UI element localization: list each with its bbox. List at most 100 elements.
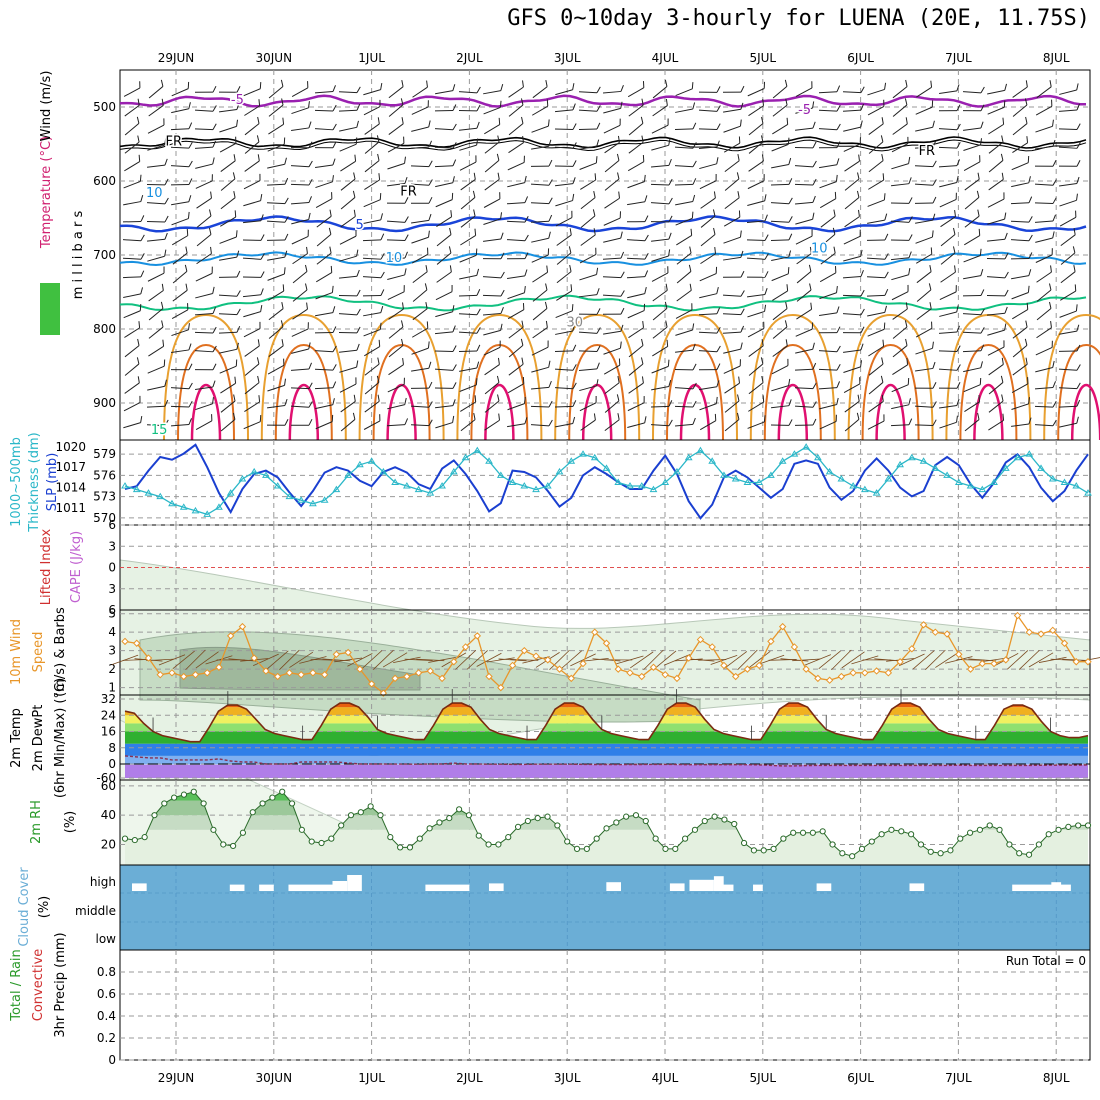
wind-barb-flag <box>233 394 236 402</box>
wind-barb-shaft <box>844 197 860 210</box>
wind-barb-flag <box>212 307 216 314</box>
wind-barb-shaft <box>387 142 405 153</box>
wind-barb-flag <box>476 327 481 334</box>
wind-barb-flag <box>428 140 433 148</box>
wind-barb-flag <box>596 267 599 275</box>
wind-barb-shaft <box>699 386 717 391</box>
wind-barb <box>387 156 406 170</box>
wind-barb-flag <box>139 304 142 311</box>
wind-barb-flag <box>403 136 405 144</box>
wind-barb <box>795 121 816 131</box>
wind-barb-10m <box>710 654 738 665</box>
rh-point <box>780 835 787 842</box>
wind-barb-shaft <box>770 202 790 205</box>
wind-barb <box>147 266 165 282</box>
wind-barb-flag <box>1002 413 1005 421</box>
wind-barb-flag <box>620 251 625 259</box>
wind-barb-flag <box>188 102 191 109</box>
wind-barb-flag <box>860 120 863 128</box>
wind-barb <box>580 173 597 190</box>
wind-barb <box>867 213 888 224</box>
contour-25 <box>274 343 333 441</box>
wind-barb <box>939 192 957 208</box>
wind-barb-flag <box>353 172 356 180</box>
wind-barb <box>434 345 457 352</box>
wind-barb <box>386 418 409 427</box>
wind-speed-point <box>226 632 235 640</box>
wind-barb-shaft <box>938 146 958 149</box>
wind-barb <box>842 103 865 112</box>
wind-barb-10m <box>1028 652 1054 668</box>
wind-barb-flag <box>1001 135 1004 143</box>
wind-barb-shaft <box>218 294 238 297</box>
wind-barb-shaft <box>842 294 862 297</box>
contour-20 <box>456 313 543 441</box>
wind-barb <box>988 172 1004 191</box>
rh-point <box>957 835 964 842</box>
wind-barb <box>651 138 671 151</box>
wind-barb <box>676 228 693 246</box>
wind-barb-flag <box>355 137 358 145</box>
wind-barb-shaft <box>459 254 477 263</box>
wind-barb-flag <box>692 160 697 167</box>
wind-barb <box>650 158 672 168</box>
wind-barb-shaft <box>963 144 981 151</box>
wind-barb-10m-shaft <box>580 657 609 662</box>
wind-barb <box>772 320 788 339</box>
wind-barb-flag <box>738 376 740 384</box>
wind-barb <box>914 196 937 204</box>
wind-barb-shaft <box>962 331 982 334</box>
wind-barb <box>554 344 577 353</box>
wind-barb-shaft <box>891 183 909 187</box>
wind-barb-shaft <box>1060 290 1076 301</box>
wind-barb-shaft <box>843 255 861 262</box>
wind-barb <box>124 98 140 117</box>
wind-barb <box>195 174 213 189</box>
wind-barb <box>434 142 457 149</box>
wind-barb <box>724 394 740 413</box>
wind-barb <box>388 338 404 358</box>
wind-barb-shaft <box>628 327 644 339</box>
wind-barb-flag <box>1076 344 1081 352</box>
wind-barb <box>578 86 601 94</box>
wind-barb-flag <box>979 377 982 385</box>
wind-speed-point <box>391 674 399 683</box>
wind-barb <box>531 360 551 373</box>
wind-barb-shaft <box>314 109 334 112</box>
wind-barb-shaft <box>195 180 213 189</box>
wind-barb <box>1034 381 1057 390</box>
thickness-point <box>449 467 458 475</box>
wind-barb-flag <box>764 304 767 312</box>
wind-barb-10m <box>630 651 654 669</box>
panel-y-label: Total / Rain <box>9 949 24 1022</box>
wind-barb-flag <box>184 264 188 272</box>
wind-barb-shaft <box>772 124 788 135</box>
wind-barb <box>772 339 788 357</box>
wind-barb-flag <box>161 98 164 106</box>
wind-barb-flag <box>164 215 169 223</box>
wind-barb <box>290 196 312 205</box>
wind-barb-shaft <box>436 271 452 283</box>
rh-point <box>937 850 944 857</box>
wind-barb <box>146 215 169 223</box>
wind-barb <box>939 285 957 300</box>
wind-barb-shaft <box>675 309 693 319</box>
wind-barb-flag <box>978 228 981 236</box>
thickness-point <box>579 450 587 457</box>
wind-barb-flag <box>188 418 192 425</box>
wind-barb-shaft <box>411 253 429 264</box>
wind-tick: 5 <box>108 607 116 621</box>
wind-barb-shaft <box>676 235 692 246</box>
wind-barb-shaft <box>147 272 165 282</box>
pressure-tick: 700 <box>93 248 116 262</box>
slp-thickness-grid <box>120 440 1090 525</box>
wind-barb-flag <box>977 172 980 180</box>
thickness-tick: 579 <box>93 447 116 461</box>
wind-barb-flag <box>763 321 765 329</box>
wind-barb <box>171 303 189 320</box>
wind-barb-shaft <box>1058 146 1078 149</box>
wind-barb <box>676 264 692 284</box>
wind-barb <box>891 268 911 281</box>
wind-barb <box>195 380 216 390</box>
wind-speed-point <box>403 672 411 681</box>
